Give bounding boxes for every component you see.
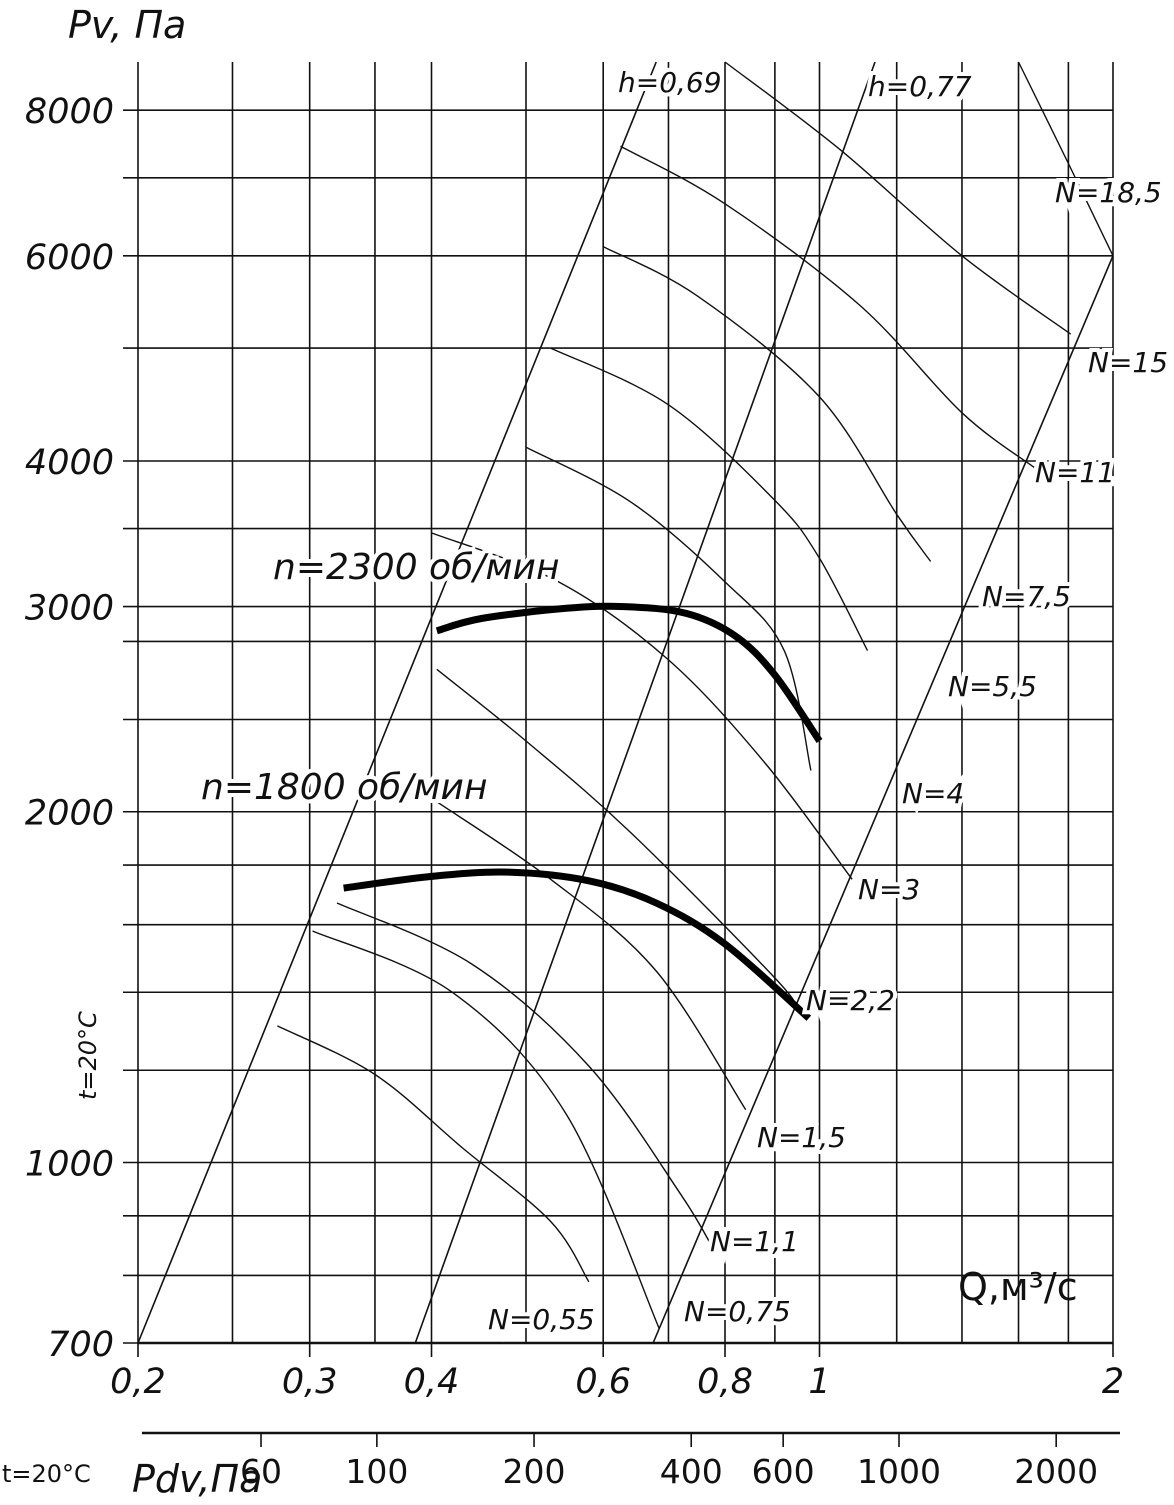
y-tick-label: 1000	[25, 1145, 114, 1185]
power-curve-label: N=0,55	[488, 1303, 595, 1336]
power-curve-label: N=11	[1035, 456, 1115, 489]
secondary-tick-label: 100	[345, 1452, 408, 1491]
x-tick-label: 0,8	[697, 1362, 753, 1402]
x-tick-label: 0,2	[110, 1362, 166, 1402]
efficiency-label: h=0,69	[618, 66, 722, 99]
speed-curve	[435, 602, 823, 743]
x-tick-label: 0,6	[575, 1362, 631, 1402]
power-curve-label: N=15	[1088, 346, 1168, 379]
y-tick-label: 6000	[25, 238, 114, 278]
efficiency-lines	[137, 61, 1114, 1344]
power-curve	[525, 446, 812, 771]
power-curve-label: N=0,75	[684, 1295, 791, 1328]
power-curve	[550, 347, 869, 651]
secondary-axis-annotation: t=20°C	[2, 1460, 91, 1488]
curve-labels: N=0,55 N=0,75 N=1,1 N=1,5 N=2,2 N=3 N=4 N=5,5 N=…	[197, 62, 1172, 1340]
y-axis-label: Pv, Па	[68, 3, 186, 47]
secondary-tick-label: 1000	[857, 1452, 941, 1491]
efficiency-line	[137, 61, 657, 1344]
power-curves	[277, 61, 1114, 1329]
power-curve-label: N=1,1	[710, 1225, 799, 1258]
secondary-tick-label: 400	[660, 1452, 723, 1491]
temperature-annotation: t=20°C	[74, 1011, 102, 1100]
speed-curve	[343, 868, 812, 1021]
y-tick-label: 8000	[25, 92, 114, 132]
speed-curve-label: n=2300 об/мин	[273, 547, 560, 588]
secondary-axis: Pdv,Па t=20°C 60 100 200 400 600 1000 2000	[2, 1431, 1120, 1501]
power-curve-label: N=7,5	[982, 580, 1071, 613]
power-curve-label: N=2,2	[806, 984, 895, 1017]
power-curve-label: N=18,5	[1055, 176, 1162, 209]
power-curve	[436, 668, 799, 1012]
power-curve-label: N=5,5	[948, 670, 1037, 703]
boundary-line	[652, 255, 1114, 1344]
x-axis-label: Q,м³/с	[958, 1265, 1078, 1309]
secondary-axis-label: Pdv,Па	[132, 1457, 262, 1501]
power-curve	[312, 930, 660, 1329]
power-curve	[436, 801, 747, 1111]
y-tick-label: 4000	[25, 443, 114, 483]
power-curve	[431, 532, 853, 880]
power-curve	[724, 61, 1072, 335]
axes: Pv, Па Q,м³/с t=20°C 700 1000 2000 3000 4000…	[25, 3, 1124, 1402]
x-tick-label: 2	[1102, 1362, 1124, 1402]
speed-curve-label: n=1800 об/мин	[201, 767, 488, 808]
power-curve	[1017, 61, 1114, 257]
y-tick-label: 700	[47, 1325, 114, 1365]
power-curve-label: N=4	[902, 777, 964, 810]
secondary-tick-label: 60	[240, 1452, 282, 1491]
power-curve-label: N=1,5	[757, 1121, 846, 1154]
grid-lines	[123, 62, 1114, 1345]
speed-curves	[343, 602, 823, 1021]
efficiency-label: h=0,77	[868, 70, 972, 103]
power-curve-label: N=3	[858, 873, 920, 906]
power-curve	[620, 145, 1035, 468]
secondary-tick-label: 600	[752, 1452, 815, 1491]
y-tick-label: 3000	[25, 589, 114, 629]
secondary-tick-label: 200	[503, 1452, 566, 1491]
x-tick-label: 0,3	[282, 1362, 338, 1402]
secondary-tick-label: 2000	[1014, 1452, 1098, 1491]
power-curve	[277, 1025, 590, 1283]
power-curve	[602, 245, 932, 562]
y-tick-label: 2000	[25, 794, 114, 834]
efficiency-line	[414, 61, 876, 1344]
power-curve	[336, 902, 715, 1252]
x-tick-label: 1	[808, 1362, 830, 1402]
x-tick-label: 0,4	[404, 1362, 460, 1402]
